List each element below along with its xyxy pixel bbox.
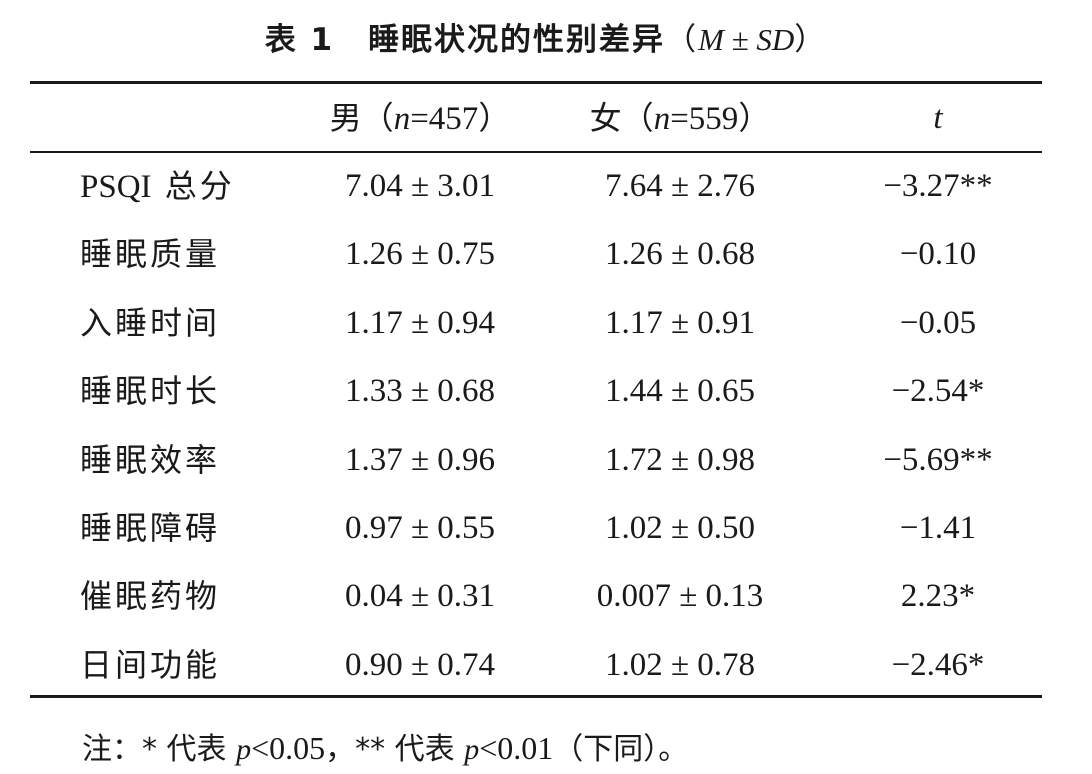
note-p1: p: [236, 733, 252, 766]
row-label-text: 睡眠时长: [80, 372, 221, 410]
cell-t: −1.41: [899, 510, 977, 546]
table-title: 睡眠状况的性别差异: [368, 22, 666, 58]
table-caption: 表 1 睡眠状况的性别差异（M ± SD）: [0, 14, 1092, 59]
cell-male: 7.04 ± 3.01: [344, 168, 496, 204]
row-label-text: 日间功能: [80, 646, 221, 684]
row-label-text: 睡眠障碍: [80, 509, 221, 547]
caption-stat: M ± SD: [698, 22, 795, 57]
row-label-text: 总分: [151, 167, 235, 205]
header-male: 男（n=457）: [330, 98, 511, 139]
note-mid: ，** 代表: [325, 732, 465, 767]
cell-t: −0.10: [899, 236, 977, 272]
row-label: 催眠药物: [80, 576, 220, 616]
cell-t: −2.54*: [891, 373, 985, 409]
cell-female: 1.17 ± 0.91: [604, 305, 756, 341]
cell-male: 0.90 ± 0.74: [344, 647, 496, 683]
cell-female: 1.44 ± 0.65: [604, 373, 756, 409]
row-label-text: 入睡时间: [80, 304, 221, 342]
row-label-text: 催眠药物: [80, 577, 221, 615]
row-label-latin: PSQI: [80, 169, 152, 205]
header-t: t: [933, 100, 943, 136]
row-label: 睡眠质量: [80, 234, 220, 274]
note-v1: <0.05: [251, 730, 326, 766]
caption-close-paren: ）: [794, 22, 828, 58]
mid-rule: [30, 151, 1042, 153]
cell-t: −3.27**: [883, 168, 993, 204]
header-female: 女（n=559）: [590, 98, 771, 139]
row-label: 入睡时间: [80, 303, 220, 343]
cell-female: 7.64 ± 2.76: [604, 168, 756, 204]
row-label: 睡眠时长: [80, 371, 220, 411]
cell-male: 0.04 ± 0.31: [344, 578, 496, 614]
cell-male: 1.33 ± 0.68: [344, 373, 496, 409]
cell-female: 1.72 ± 0.98: [604, 442, 756, 478]
row-label-text: 睡眠效率: [80, 441, 221, 479]
row-label: 睡眠效率: [80, 440, 220, 480]
cell-male: 0.97 ± 0.55: [344, 510, 496, 546]
header-female-label: 女: [589, 99, 622, 137]
cell-male: 1.17 ± 0.94: [344, 305, 496, 341]
cell-t: −0.05: [899, 305, 977, 341]
note-p2: p: [464, 733, 480, 766]
cell-female: 0.007 ± 0.13: [596, 578, 764, 614]
header-male-label: 男: [329, 99, 362, 137]
header-female-n: （n=559）: [621, 99, 771, 137]
row-label: 日间功能: [80, 645, 220, 685]
cell-female: 1.02 ± 0.50: [604, 510, 756, 546]
caption-open-paren: （: [665, 22, 699, 58]
note-suffix: （下同）。: [553, 732, 689, 767]
row-label-text: 睡眠质量: [80, 235, 221, 273]
note-v2: <0.01: [479, 730, 554, 766]
note-prefix: 注：* 代表: [82, 732, 237, 767]
cell-t: −2.46*: [891, 647, 985, 683]
header-male-n: （n=457）: [361, 99, 511, 137]
top-rule: [30, 81, 1042, 84]
row-label: PSQI 总分: [80, 166, 235, 207]
row-label: 睡眠障碍: [80, 508, 220, 548]
table-number: 表 1: [264, 22, 335, 58]
bottom-rule: [30, 695, 1042, 698]
table-note: 注：* 代表 p<0.05，** 代表 p<0.01（下同）。: [82, 724, 688, 768]
cell-female: 1.26 ± 0.68: [604, 236, 756, 272]
cell-t: −5.69**: [883, 442, 993, 478]
cell-male: 1.26 ± 0.75: [344, 236, 496, 272]
cell-male: 1.37 ± 0.96: [344, 442, 496, 478]
cell-t: 2.23*: [900, 578, 976, 614]
cell-female: 1.02 ± 0.78: [604, 647, 756, 683]
